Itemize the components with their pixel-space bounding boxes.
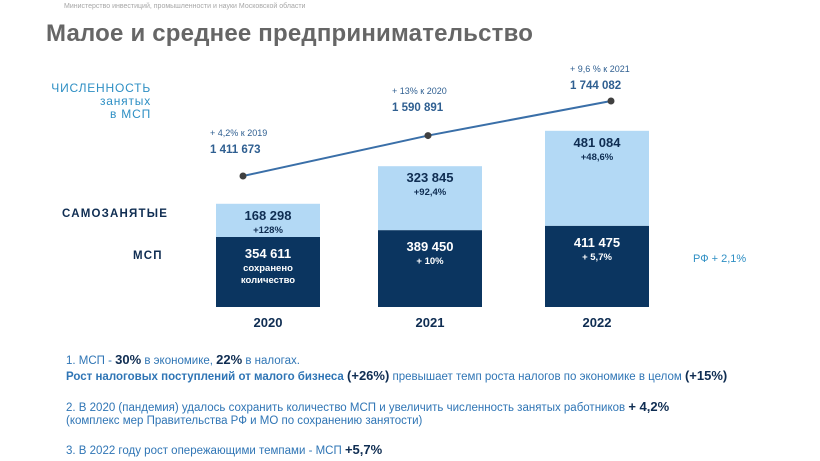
note-2: 2. В 2020 (пандемия) удалось сохранить к… (66, 399, 669, 414)
note-1b-economy-growth: (+15%) (684, 368, 728, 383)
page-title: Малое и среднее предпринимательство (46, 20, 534, 47)
employment-value-label-2021: 1 590 891 (392, 102, 444, 114)
employment-label-line-3: в МСП (110, 107, 151, 121)
msp-bar-2020 (216, 237, 320, 307)
note-3-text: 3. В 2022 году рост опережающими темпами… (66, 445, 345, 457)
msp-bar-2021 (378, 230, 482, 307)
self-employed-bar-2020 (216, 203, 320, 237)
self-employed-value-label-2021: 323 845 (407, 170, 454, 185)
employment-point-2022 (607, 97, 615, 105)
note-1-share-economy: 30% (115, 352, 142, 367)
msp-sublabel-2022-0: + 5,7% (582, 252, 612, 263)
msp-value-label-2021: 389 450 (407, 239, 454, 254)
note-1: 1. МСП - 30% в экономике, 22% в налогах. (66, 352, 300, 367)
employment-change-label-2022: + 9,6 % к 2021 (570, 64, 630, 74)
note-1-share-taxes: 22% (216, 352, 243, 367)
self-employed-value-label-2020: 168 298 (245, 208, 292, 223)
msp-row-label: МСП (133, 250, 163, 262)
msp-sublabel-2020-1: количество (241, 275, 295, 286)
note-1-prefix: 1. МСП - (66, 355, 116, 367)
employment-point-2020 (239, 172, 247, 180)
self-employed-row-label: САМОЗАНЯТЫЕ (62, 208, 169, 220)
employment-label-line-1: ЧИСЛЕННОСТЬ (51, 81, 151, 95)
x-tick-label-2022: 2022 (583, 315, 612, 330)
msp-value-label-2020: 354 611 (245, 246, 291, 261)
note-3: 3. В 2022 году рост опережающими темпами… (66, 442, 382, 457)
msp-sublabel-2021-0: + 10% (416, 256, 444, 267)
employment-point-2021 (424, 132, 432, 140)
msp-sublabel-2020-0: сохранено (243, 263, 293, 274)
note-1-mid: в экономике, (141, 355, 217, 367)
note-2b: (комплекс мер Правительства РФ и МО по с… (66, 415, 423, 427)
ministry-caption: Министерство инвестиций, промышленности … (64, 3, 306, 10)
self-employed-sublabel-2022-0: +48,6% (581, 152, 614, 163)
self-employed-sublabel-2021-0: +92,4% (414, 187, 447, 198)
employment-label-line-2: занятых (99, 94, 151, 108)
note-1b-bold: Рост налоговых поступлений от малого биз… (66, 371, 344, 383)
employment-value-label-2020: 1 411 673 (210, 144, 261, 156)
employment-label: ЧИСЛЕННОСТЬ занятых в МСП (51, 82, 151, 121)
rf-growth-note: РФ + 2,1% (693, 253, 747, 265)
self-employed-value-label-2022: 481 084 (574, 135, 622, 150)
note-1b-mid: превышает темп роста налогов по экономик… (389, 371, 685, 383)
note-1b: Рост налоговых поступлений от малого биз… (66, 368, 727, 383)
note-2-value: + 4,2% (628, 399, 670, 414)
x-tick-label-2020: 2020 (254, 315, 283, 330)
employment-change-label-2020: + 4,2% к 2019 (210, 128, 267, 138)
self-employed-sublabel-2020-0: +128% (253, 225, 283, 236)
note-2-text: 2. В 2020 (пандемия) удалось сохранить к… (66, 402, 629, 414)
note-3-value: +5,7% (344, 442, 383, 457)
msp-bar-2022 (545, 225, 649, 307)
msp-value-label-2022: 411 475 (574, 235, 620, 250)
self-employed-bar-2022 (545, 130, 649, 226)
note-1-suffix: в налогах. (242, 355, 300, 367)
employment-change-label-2021: + 13% к 2020 (392, 86, 447, 96)
self-employed-bar-2021 (378, 166, 482, 231)
x-tick-label-2021: 2021 (416, 315, 445, 330)
employment-value-label-2022: 1 744 082 (570, 80, 621, 92)
note-1b-tax-growth: (+26%) (347, 368, 390, 383)
